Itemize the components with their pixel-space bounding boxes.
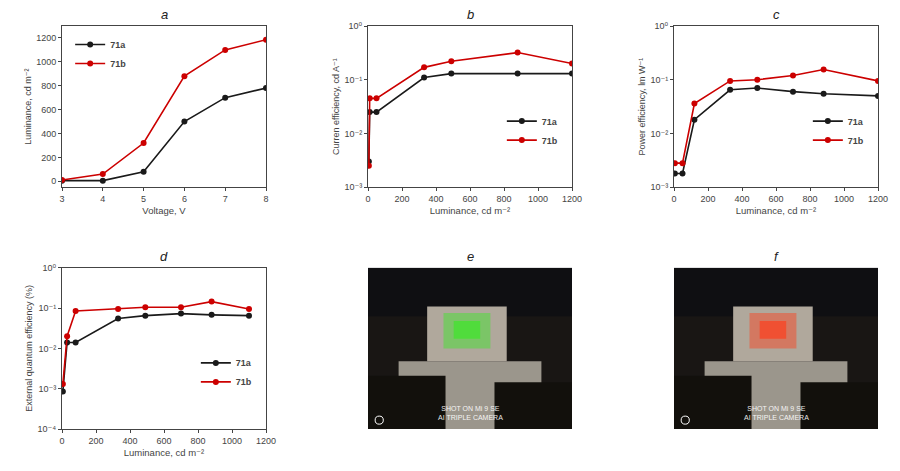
svg-text:200: 200 — [394, 194, 409, 204]
svg-text:7: 7 — [223, 194, 228, 204]
svg-text:e: e — [467, 249, 474, 264]
svg-text:1000: 1000 — [36, 57, 56, 67]
svg-text:800: 800 — [802, 194, 817, 204]
svg-text:SHOT ON Mi 9 SEAI TRIPLE CAMER: SHOT ON Mi 9 SEAI TRIPLE CAMERA — [744, 405, 809, 421]
svg-text:f: f — [774, 249, 779, 264]
svg-text:200: 200 — [700, 194, 715, 204]
svg-text:Power efficiency, lm W⁻¹: Power efficiency, lm W⁻¹ — [637, 58, 647, 156]
svg-text:SHOT ON Mi 9 SEAI TRIPLE CAMER: SHOT ON Mi 9 SEAI TRIPLE CAMERA — [438, 405, 503, 421]
svg-text:External quantum efficiency (%: External quantum efficiency (%) — [24, 285, 34, 412]
svg-text:5: 5 — [141, 194, 146, 204]
svg-text:71a: 71a — [236, 358, 252, 368]
svg-text:Voltage, V: Voltage, V — [142, 205, 186, 216]
svg-text:400: 400 — [122, 436, 137, 446]
svg-text:Luminance, cd m⁻²: Luminance, cd m⁻² — [124, 447, 205, 458]
svg-text:200: 200 — [88, 436, 103, 446]
svg-text:200: 200 — [41, 153, 56, 163]
svg-text:10⁻¹: 10⁻¹ — [650, 75, 668, 85]
svg-text:10⁻³: 10⁻³ — [344, 182, 362, 192]
svg-text:71a: 71a — [848, 117, 864, 127]
svg-text:400: 400 — [41, 129, 56, 139]
svg-text:d: d — [160, 249, 168, 264]
svg-text:10⁻¹: 10⁻¹ — [344, 75, 362, 85]
svg-text:4: 4 — [100, 194, 105, 204]
svg-text:Luminance, cd m⁻²: Luminance, cd m⁻² — [736, 205, 817, 216]
svg-text:1000: 1000 — [222, 436, 242, 446]
svg-text:10⁻³: 10⁻³ — [38, 384, 56, 394]
svg-text:0: 0 — [59, 436, 64, 446]
svg-text:800: 800 — [190, 436, 205, 446]
svg-text:600: 600 — [41, 105, 56, 115]
svg-text:400: 400 — [734, 194, 749, 204]
svg-text:600: 600 — [156, 436, 171, 446]
svg-text:1200: 1200 — [36, 33, 56, 43]
svg-text:800: 800 — [41, 81, 56, 91]
svg-text:600: 600 — [768, 194, 783, 204]
svg-text:0: 0 — [365, 194, 370, 204]
svg-text:a: a — [161, 7, 168, 22]
svg-text:600: 600 — [462, 194, 477, 204]
svg-text:1200: 1200 — [868, 194, 888, 204]
svg-text:10⁻¹: 10⁻¹ — [38, 303, 56, 313]
svg-text:0: 0 — [51, 176, 56, 186]
svg-text:400: 400 — [428, 194, 443, 204]
svg-text:800: 800 — [496, 194, 511, 204]
svg-text:10⁻⁴: 10⁻⁴ — [38, 424, 57, 434]
svg-text:10⁰: 10⁰ — [349, 21, 363, 31]
svg-text:1000: 1000 — [834, 194, 854, 204]
svg-text:3: 3 — [59, 194, 64, 204]
svg-text:10⁻³: 10⁻³ — [650, 182, 668, 192]
svg-text:1000: 1000 — [528, 194, 548, 204]
svg-text:b: b — [467, 7, 474, 22]
svg-text:71b: 71b — [848, 136, 864, 146]
svg-text:71a: 71a — [542, 117, 558, 127]
svg-text:10⁰: 10⁰ — [655, 21, 669, 31]
svg-text:71a: 71a — [110, 40, 126, 50]
svg-text:10⁰: 10⁰ — [43, 263, 57, 273]
svg-text:71b: 71b — [542, 136, 558, 146]
svg-text:10⁻²: 10⁻² — [650, 129, 668, 139]
svg-text:Curren efficiency, cd A⁻¹: Curren efficiency, cd A⁻¹ — [331, 58, 341, 155]
svg-text:1200: 1200 — [256, 436, 276, 446]
svg-text:Luminance, cd m⁻²: Luminance, cd m⁻² — [23, 68, 33, 144]
svg-text:8: 8 — [263, 194, 268, 204]
svg-text:71b: 71b — [236, 377, 252, 387]
svg-text:10⁻²: 10⁻² — [38, 344, 56, 354]
svg-text:6: 6 — [182, 194, 187, 204]
svg-text:Luminance, cd m⁻²: Luminance, cd m⁻² — [430, 205, 511, 216]
svg-text:c: c — [773, 7, 780, 22]
svg-text:0: 0 — [671, 194, 676, 204]
svg-text:10⁻²: 10⁻² — [344, 129, 362, 139]
svg-text:1200: 1200 — [562, 194, 582, 204]
svg-text:71b: 71b — [110, 59, 126, 69]
